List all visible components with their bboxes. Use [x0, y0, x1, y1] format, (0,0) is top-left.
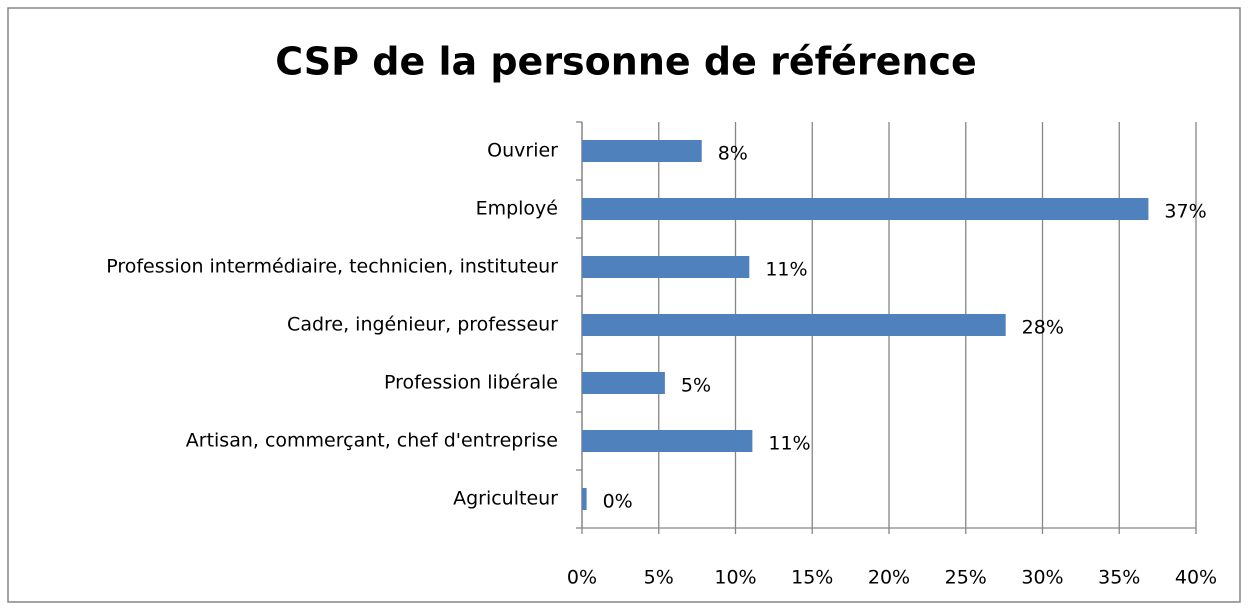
data-label: 11%: [768, 433, 810, 455]
bar: [582, 198, 1149, 220]
bar: [582, 372, 665, 394]
data-label: 37%: [1164, 201, 1206, 223]
x-tick-label: 10%: [714, 567, 756, 589]
y-tick-label: Employé: [476, 198, 558, 220]
y-tick-label: Profession libérale: [384, 372, 558, 394]
chart-border: [7, 7, 1241, 603]
y-tick-label: Ouvrier: [487, 140, 558, 162]
x-tick-label: 25%: [945, 567, 987, 589]
y-tick-label: Cadre, ingénieur, professeur: [287, 314, 558, 336]
data-label: 0%: [603, 491, 633, 513]
y-tick-label: Artisan, commerçant, chef d'entreprise: [186, 430, 558, 452]
x-tick-label: 0%: [567, 567, 597, 589]
x-tick-label: 30%: [1021, 567, 1063, 589]
x-tick-label: 15%: [791, 567, 833, 589]
x-tick-label: 35%: [1098, 567, 1140, 589]
bar: [582, 314, 1006, 336]
y-tick-label: Profession intermédiaire, technicien, in…: [106, 256, 558, 278]
bar: [582, 430, 753, 452]
data-label: 5%: [681, 375, 711, 397]
y-tick-label: Agriculteur: [453, 488, 558, 510]
x-tick-label: 20%: [868, 567, 910, 589]
bar: [582, 140, 702, 162]
chart-title: CSP de la personne de référence: [275, 40, 977, 84]
x-tick-label: 5%: [644, 567, 674, 589]
bar: [582, 488, 587, 510]
x-tick-label: 40%: [1175, 567, 1217, 589]
data-label: 8%: [718, 143, 748, 165]
data-label: 11%: [765, 259, 807, 281]
data-label: 28%: [1022, 317, 1064, 339]
bar: [582, 256, 750, 278]
